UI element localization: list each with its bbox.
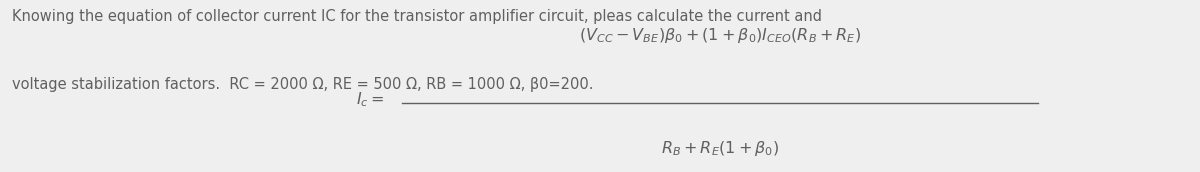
Text: $R_B + R_E(1 + \beta_0)$: $R_B + R_E(1 + \beta_0)$	[661, 139, 779, 158]
Text: $I_c =$: $I_c =$	[356, 90, 384, 109]
Text: voltage stabilization factors.  RC = 2000 Ω, RE = 500 Ω, RB = 1000 Ω, β0=200.: voltage stabilization factors. RC = 2000…	[12, 77, 594, 92]
Text: $(V_{CC} - V_{BE})\beta_0 + (1 + \beta_0)I_{CEO}(R_B + R_E)$: $(V_{CC} - V_{BE})\beta_0 + (1 + \beta_0…	[578, 26, 862, 45]
Text: Knowing the equation of collector current IC for the transistor amplifier circui: Knowing the equation of collector curren…	[12, 9, 822, 24]
